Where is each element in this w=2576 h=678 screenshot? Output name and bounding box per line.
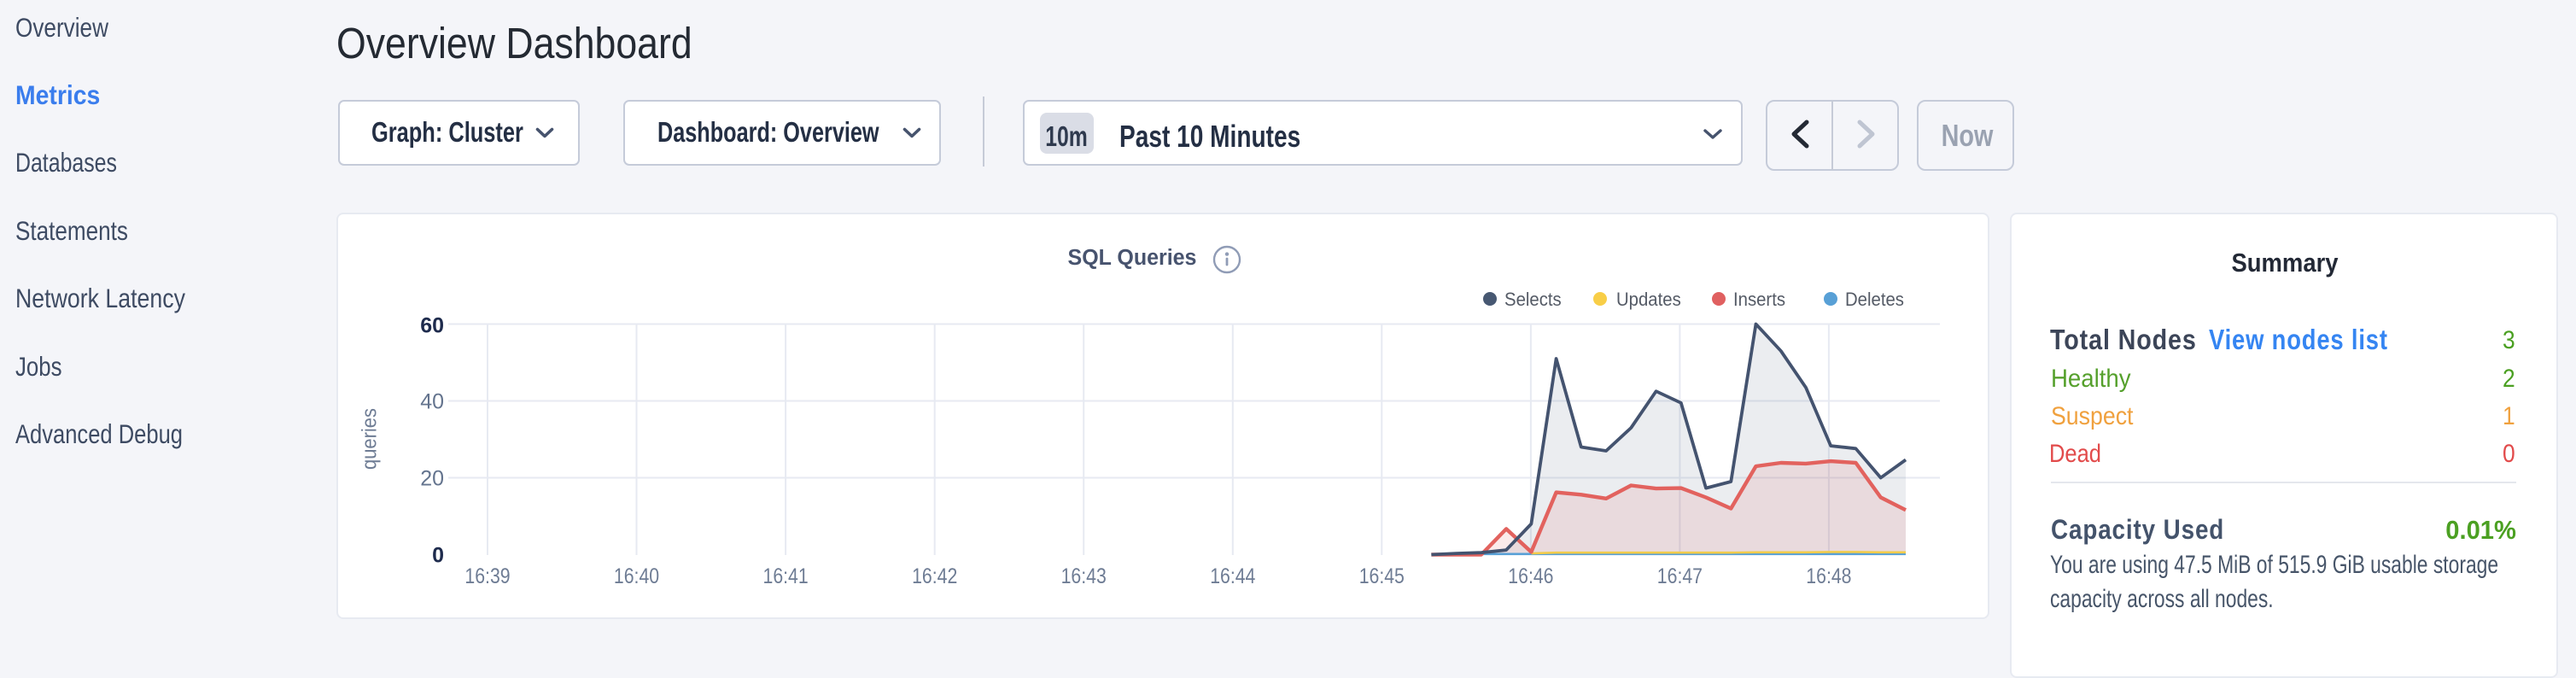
- svg-text:16:41: 16:41: [763, 564, 809, 588]
- svg-text:16:48: 16:48: [1806, 564, 1851, 588]
- svg-text:16:39: 16:39: [464, 564, 510, 588]
- svg-text:16:47: 16:47: [1657, 564, 1703, 588]
- svg-text:16:45: 16:45: [1359, 564, 1405, 588]
- svg-text:queries: queries: [359, 408, 382, 470]
- svg-text:40: 40: [420, 390, 444, 414]
- svg-text:16:44: 16:44: [1210, 564, 1255, 588]
- svg-text:60: 60: [420, 314, 444, 338]
- svg-text:16:43: 16:43: [1061, 564, 1107, 588]
- svg-text:16:42: 16:42: [912, 564, 957, 588]
- svg-text:0: 0: [432, 544, 444, 568]
- svg-text:20: 20: [420, 467, 444, 491]
- svg-text:16:46: 16:46: [1508, 564, 1553, 588]
- svg-text:16:40: 16:40: [614, 564, 659, 588]
